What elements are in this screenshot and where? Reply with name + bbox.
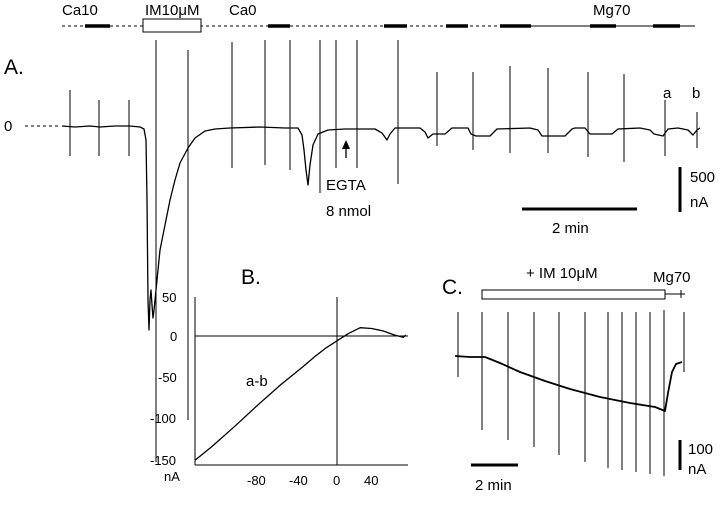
mark-a: a bbox=[663, 85, 672, 102]
y-tick-50: 50 bbox=[162, 290, 176, 305]
egta-label: EGTA bbox=[326, 177, 366, 194]
drug-label-c: + IM 10μM bbox=[526, 265, 598, 282]
scalebar-current-c-unit: nA bbox=[688, 461, 706, 478]
y-tick-neg100: -100 bbox=[150, 411, 176, 426]
egta-dose-label: 8 nmol bbox=[326, 203, 371, 220]
trace-a bbox=[61, 125, 701, 331]
egta-arrow-head bbox=[342, 140, 350, 149]
voltage-steps-c bbox=[457, 310, 685, 476]
y-unit-na: nA bbox=[164, 469, 180, 484]
panel-letter-b: B. bbox=[241, 266, 261, 289]
iv-curve bbox=[194, 327, 407, 461]
label-ca0: Ca0 bbox=[229, 2, 257, 19]
label-im-box: IM10μM bbox=[145, 2, 200, 19]
panel-letter-c: C. bbox=[442, 276, 463, 299]
scalebar-current-c-value: 100 bbox=[688, 441, 713, 458]
y-tick-0: 0 bbox=[170, 329, 177, 344]
x-tick-neg80: -80 bbox=[247, 473, 266, 488]
mg70-label-c: Mg70 bbox=[653, 269, 691, 286]
x-tick-0: 0 bbox=[333, 473, 340, 488]
x-tick-neg40: -40 bbox=[289, 473, 308, 488]
mark-b: b bbox=[692, 85, 700, 102]
y-tick-neg150: -150 bbox=[150, 453, 176, 468]
scalebar-current-a-value: 500 bbox=[690, 169, 715, 186]
trace-c bbox=[454, 355, 683, 412]
voltage-steps-a bbox=[69, 40, 698, 462]
panel-b: B. 50 0 -50 -100 -150 nA -80 -40 0 40 a-… bbox=[150, 266, 408, 488]
drug-box-im bbox=[142, 18, 202, 33]
series-label-a-b: a-b bbox=[246, 373, 268, 390]
panel-c: C. + IM 10μM Mg70 100 nA 2 min bbox=[442, 265, 713, 494]
baseline-zero-label: 0 bbox=[4, 118, 12, 135]
y-tick-neg50: -50 bbox=[158, 370, 177, 385]
scalebar-time-a-label: 2 min bbox=[552, 220, 589, 237]
panel-a: Ca10 IM10μM Ca0 Mg70 A. 0 a b EGTA 8 nmo… bbox=[4, 2, 715, 462]
panel-letter-a: A. bbox=[4, 56, 24, 79]
scalebar-current-a-unit: nA bbox=[690, 194, 708, 211]
scalebar-time-c-label: 2 min bbox=[475, 477, 512, 494]
x-tick-40: 40 bbox=[364, 473, 378, 488]
drug-box-c bbox=[481, 289, 666, 300]
label-ca10: Ca10 bbox=[62, 2, 98, 19]
label-mg70: Mg70 bbox=[593, 2, 631, 19]
